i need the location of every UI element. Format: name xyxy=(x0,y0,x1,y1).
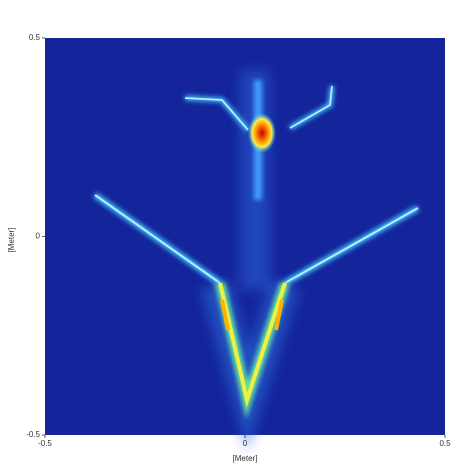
page: [Meter] [Meter] -0.500.5-0.500.5 (() => … xyxy=(0,0,453,468)
x-tick-label: 0.5 xyxy=(439,439,451,448)
hot-spot xyxy=(248,113,276,153)
y-axis-label: [Meter] xyxy=(7,228,16,253)
y-tick-label: 0 xyxy=(36,232,41,241)
x-tick-label: -0.5 xyxy=(38,439,52,448)
plot-image xyxy=(45,38,445,435)
x-axis-label: [Meter] xyxy=(233,454,258,463)
chart: [Meter] [Meter] -0.5 0 0.5 -0.5 0 0.5 xyxy=(0,0,453,468)
y-tick-label: -0.5 xyxy=(26,430,40,439)
y-tick-label: 0.5 xyxy=(29,33,41,42)
x-tick-label: 0 xyxy=(243,439,248,448)
